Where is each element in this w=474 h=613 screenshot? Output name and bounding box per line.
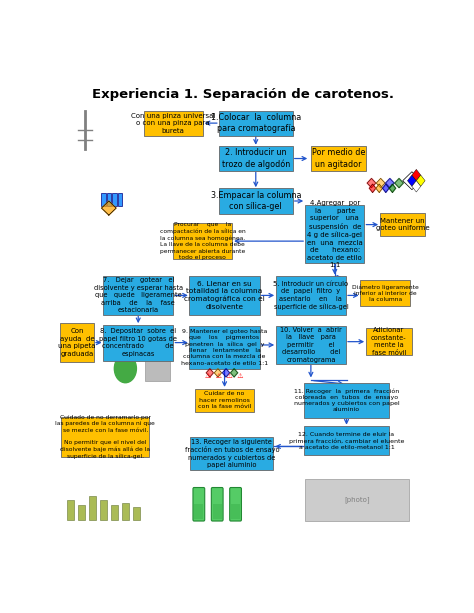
Text: 9. Mantener el goteo hasta
que    los    pigmentos
penetren  la  sílica  gel  y
: 9. Mantener el goteo hasta que los pigme… bbox=[181, 329, 268, 365]
Text: 13. Recoger la siguiente
fracción en tubos de ensayo
numerados y cubiertos de
pa: 13. Recoger la siguiente fracción en tub… bbox=[184, 439, 279, 468]
Text: 10. Volver  a  abrir
la   llave   para
permitir       el
desarrollo       del
cr: 10. Volver a abrir la llave para permiti… bbox=[280, 327, 342, 363]
Text: 3.Empacar la columna
con sílica-gel: 3.Empacar la columna con sílica-gel bbox=[210, 191, 301, 211]
Polygon shape bbox=[214, 368, 222, 377]
Polygon shape bbox=[367, 178, 376, 188]
FancyBboxPatch shape bbox=[191, 437, 273, 470]
FancyBboxPatch shape bbox=[305, 479, 409, 520]
Polygon shape bbox=[408, 175, 416, 186]
Polygon shape bbox=[101, 201, 116, 215]
FancyBboxPatch shape bbox=[219, 110, 293, 135]
Text: Cuidar de no
hacer remolinos
con la fase móvil: Cuidar de no hacer remolinos con la fase… bbox=[198, 392, 251, 409]
FancyBboxPatch shape bbox=[67, 500, 73, 520]
FancyBboxPatch shape bbox=[195, 389, 254, 411]
Text: Mantener un
goteo uniforme: Mantener un goteo uniforme bbox=[376, 218, 429, 231]
FancyBboxPatch shape bbox=[122, 503, 128, 520]
Text: 5. Introducir un círculo
de  papel  filtro  y
asentarlo    en    la
superficie d: 5. Introducir un círculo de papel filtro… bbox=[273, 281, 348, 310]
FancyBboxPatch shape bbox=[190, 276, 260, 314]
FancyBboxPatch shape bbox=[61, 417, 149, 457]
FancyBboxPatch shape bbox=[366, 328, 411, 356]
Text: Procurar    que    la
compactación de la sílica en
la columna sea homogénea.
La : Procurar que la compactación de la sílic… bbox=[160, 223, 246, 260]
Text: Diámetro ligeramente
inferior al interior de
la columna: Diámetro ligeramente inferior al interio… bbox=[352, 284, 419, 302]
FancyBboxPatch shape bbox=[211, 487, 223, 521]
FancyBboxPatch shape bbox=[144, 110, 203, 135]
FancyBboxPatch shape bbox=[190, 326, 260, 369]
Polygon shape bbox=[412, 181, 421, 192]
Polygon shape bbox=[389, 184, 396, 192]
FancyBboxPatch shape bbox=[89, 495, 96, 520]
FancyBboxPatch shape bbox=[103, 325, 173, 360]
Text: Con una pinza universal
o con una pinza para
bureta: Con una pinza universal o con una pinza … bbox=[131, 113, 215, 134]
Polygon shape bbox=[395, 178, 403, 188]
FancyBboxPatch shape bbox=[112, 194, 117, 206]
FancyBboxPatch shape bbox=[101, 194, 106, 206]
FancyBboxPatch shape bbox=[133, 508, 140, 520]
FancyBboxPatch shape bbox=[173, 223, 232, 259]
Polygon shape bbox=[206, 368, 213, 377]
Text: 12. Cuando termine de eluir la
primera fracción, cambiar el eluente
a acetato de: 12. Cuando termine de eluir la primera f… bbox=[289, 432, 404, 450]
FancyBboxPatch shape bbox=[219, 146, 293, 171]
FancyBboxPatch shape bbox=[310, 146, 366, 171]
FancyBboxPatch shape bbox=[193, 487, 205, 521]
FancyBboxPatch shape bbox=[194, 504, 203, 519]
Text: 2. Introducir un
trozo de algodón: 2. Introducir un trozo de algodón bbox=[222, 148, 290, 169]
FancyBboxPatch shape bbox=[213, 504, 222, 519]
Text: 1.Colocar  la  columna
para cromatografía: 1.Colocar la columna para cromatografía bbox=[210, 113, 301, 133]
Text: 4.Agregar  por
la       parte
superior   una
suspensión  de
4 g de sílica-gel
en: 4.Agregar por la parte superior una susp… bbox=[307, 200, 363, 268]
Polygon shape bbox=[376, 184, 383, 192]
Text: [photo]: [photo] bbox=[344, 497, 370, 503]
Polygon shape bbox=[230, 368, 238, 377]
Polygon shape bbox=[412, 169, 421, 181]
Text: Cuidado de no derramarlo por
las paredes de la columna ni que
se mezcle con la f: Cuidado de no derramarlo por las paredes… bbox=[55, 415, 155, 459]
Text: 6. Llenar en su
totalidad la columna
cromatográfica con el
disolvente: 6. Llenar en su totalidad la columna cro… bbox=[184, 281, 265, 310]
FancyBboxPatch shape bbox=[305, 205, 365, 262]
Polygon shape bbox=[383, 184, 389, 192]
Polygon shape bbox=[376, 178, 385, 188]
FancyBboxPatch shape bbox=[304, 427, 389, 455]
FancyBboxPatch shape bbox=[78, 505, 84, 520]
FancyBboxPatch shape bbox=[111, 505, 118, 520]
Text: 11. Recoger  la  primera  fracción
coloreada  en  tubos  de  ensayo
numerados y : 11. Recoger la primera fracción coloread… bbox=[294, 388, 399, 412]
FancyBboxPatch shape bbox=[304, 383, 389, 417]
Polygon shape bbox=[222, 368, 230, 377]
FancyBboxPatch shape bbox=[380, 213, 426, 236]
FancyBboxPatch shape bbox=[231, 504, 240, 519]
FancyBboxPatch shape bbox=[230, 487, 241, 521]
Text: Experiencia 1. Separación de carotenos.: Experiencia 1. Separación de carotenos. bbox=[92, 88, 394, 101]
FancyBboxPatch shape bbox=[103, 276, 173, 314]
Circle shape bbox=[114, 354, 137, 383]
FancyBboxPatch shape bbox=[118, 194, 122, 206]
Polygon shape bbox=[416, 175, 425, 186]
FancyBboxPatch shape bbox=[145, 354, 170, 381]
Text: 8.  Depositar  sobre  el
papel filtro 10 gotas de
concentrado          de
espina: 8. Depositar sobre el papel filtro 10 go… bbox=[99, 329, 177, 357]
FancyBboxPatch shape bbox=[60, 324, 94, 362]
Polygon shape bbox=[369, 184, 376, 192]
Text: ⚠  ⚠  ⚠  ⚠: ⚠ ⚠ ⚠ ⚠ bbox=[205, 373, 244, 379]
Polygon shape bbox=[403, 172, 421, 189]
Text: Por medio de
un agitador: Por medio de un agitador bbox=[312, 148, 365, 169]
FancyBboxPatch shape bbox=[100, 500, 107, 520]
FancyBboxPatch shape bbox=[360, 280, 410, 306]
FancyBboxPatch shape bbox=[219, 188, 293, 213]
Text: 7.   Dejar   gotear   el
disolvente y esperar hasta
que   quede   ligeramente
ar: 7. Dejar gotear el disolvente y esperar … bbox=[94, 278, 183, 313]
FancyBboxPatch shape bbox=[276, 276, 346, 314]
FancyBboxPatch shape bbox=[107, 194, 111, 206]
Text: Con
ayuda  de
una pipeta
graduada: Con ayuda de una pipeta graduada bbox=[58, 329, 96, 357]
FancyBboxPatch shape bbox=[276, 326, 346, 364]
Text: Adicionar
constante-
mente la
fase móvil: Adicionar constante- mente la fase móvil bbox=[371, 327, 407, 356]
Polygon shape bbox=[385, 178, 394, 188]
